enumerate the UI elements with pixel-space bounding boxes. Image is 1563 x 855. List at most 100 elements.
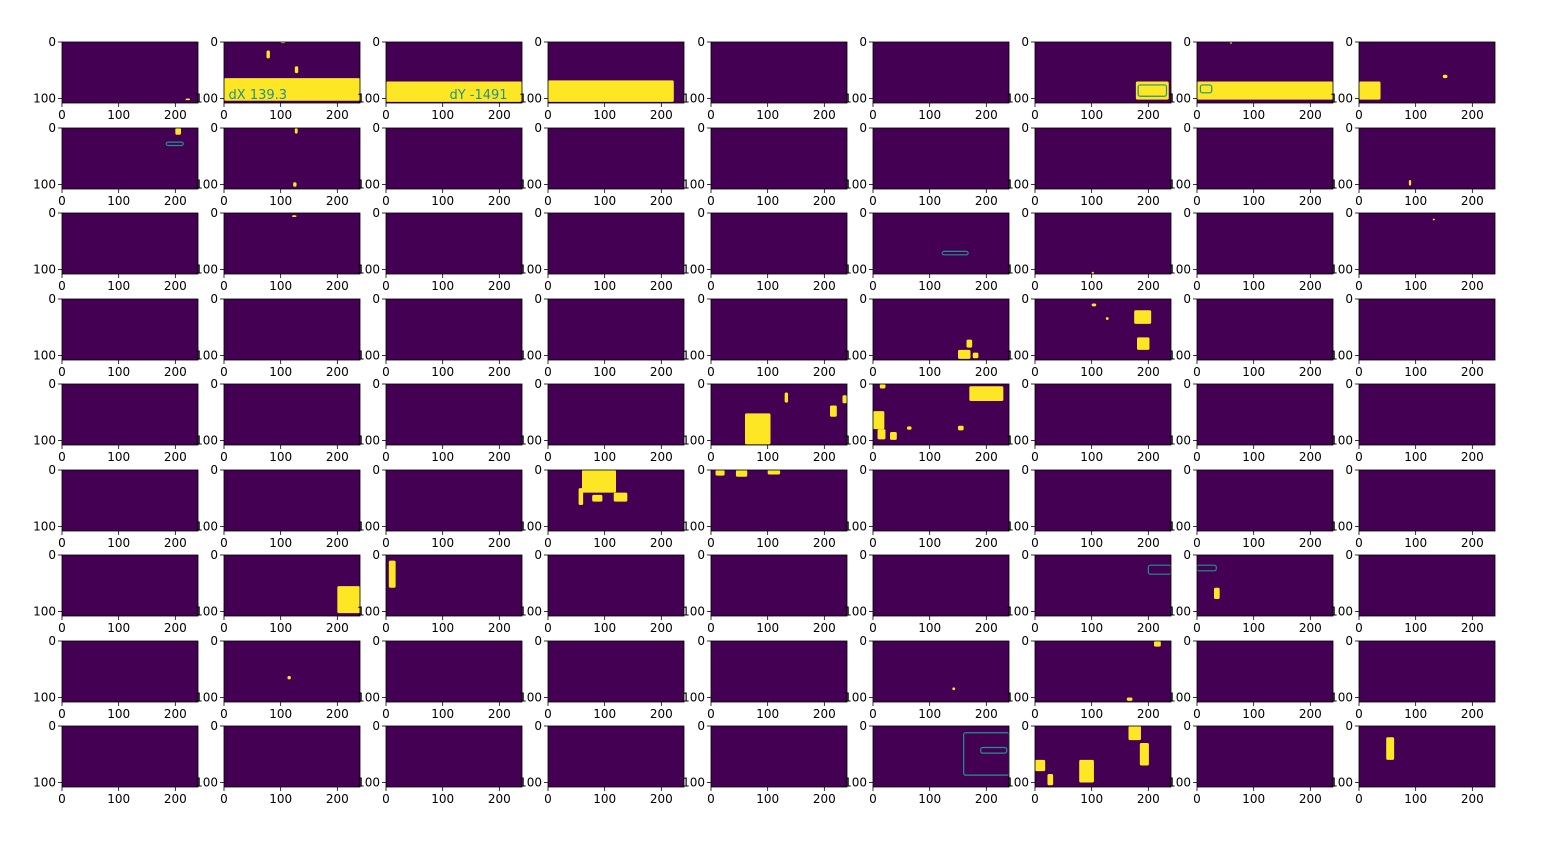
panel-image-background [62,641,198,702]
x-tick-label: 0 [707,194,715,208]
x-tick-label: 0 [544,108,552,122]
x-tick-label: 100 [269,365,292,379]
panel-edge-blob [1197,564,1217,572]
y-tick-label: 100 [1006,433,1029,447]
panel-frame [547,554,685,617]
panel-frame [547,127,685,190]
panel-image-background [711,128,847,189]
x-tick-label: 200 [1461,108,1484,122]
y-tick-label: 100 [682,433,705,447]
x-tick-label: 200 [1461,707,1484,721]
x-tick-label: 0 [382,450,390,464]
panel-image-background [711,213,847,274]
panel-image-background [386,213,522,274]
y-tick-label: 100 [1330,262,1353,276]
y-tick-label: 0 [534,463,542,477]
panel-frame [547,212,685,275]
y-tick-label: 100 [1168,91,1191,105]
panel-blob [613,492,628,502]
x-tick-label: 0 [1193,450,1201,464]
x-tick-label: 100 [1242,536,1265,550]
y-tick-label: 100 [519,604,542,618]
y-tick-label: 100 [357,433,380,447]
y-tick-label: 100 [1168,775,1191,789]
x-tick-label: 100 [107,792,130,806]
x-tick-label: 0 [707,450,715,464]
x-tick-label: 100 [1242,279,1265,293]
y-tick-label: 0 [697,206,705,220]
x-tick-label: 0 [1193,365,1201,379]
y-tick-label: 0 [48,206,56,220]
panel-frame [1034,640,1172,703]
panel-frame [385,212,523,275]
panel-blob [1091,303,1097,307]
x-tick-label: 200 [813,279,836,293]
x-tick-label: 100 [1080,450,1103,464]
x-tick-label: 200 [1137,536,1160,550]
y-tick-label: 0 [1183,377,1191,391]
x-tick-label: 100 [918,536,941,550]
panel-blob [969,386,1004,401]
y-tick-label: 0 [1183,121,1191,135]
y-tick-label: 100 [357,775,380,789]
y-tick-label: 0 [859,377,867,391]
panel-frame [1034,41,1172,104]
x-tick-label: 100 [593,108,616,122]
y-tick-label: 100 [1006,177,1029,191]
y-tick-label: 100 [1006,775,1029,789]
panel-image-background [1197,213,1333,274]
x-tick-label: 200 [1299,108,1322,122]
panel-frame [1196,640,1334,703]
y-tick-label: 100 [357,177,380,191]
panel-blob [767,470,781,475]
x-tick-label: 100 [431,194,454,208]
x-tick-label: 200 [326,707,349,721]
x-tick-label: 0 [869,707,877,721]
x-tick-label: 0 [382,365,390,379]
panel-blob [578,488,584,506]
panel-image-background [62,42,198,103]
y-tick-label: 100 [844,604,867,618]
panel-frame [385,725,523,788]
panel-frame [710,383,848,446]
x-tick-label: 200 [1137,194,1160,208]
y-tick-label: 0 [1183,292,1191,306]
y-tick-label: 100 [195,91,218,105]
panel-blob [907,426,912,430]
y-tick-label: 0 [1021,463,1029,477]
x-tick-label: 0 [869,450,877,464]
y-tick-label: 0 [1345,634,1353,648]
y-tick-label: 0 [372,719,380,733]
x-tick-label: 100 [756,450,779,464]
x-tick-label: 100 [918,792,941,806]
panel-blob [582,470,616,493]
y-tick-label: 0 [1021,121,1029,135]
x-tick-label: 100 [593,792,616,806]
x-tick-label: 100 [269,450,292,464]
panel-image-background [62,555,198,616]
panel-image-background [224,470,360,531]
panel-frame [1358,212,1496,275]
y-tick-label: 0 [859,634,867,648]
x-tick-label: 0 [869,792,877,806]
x-tick-label: 200 [650,365,673,379]
x-tick-label: 200 [975,279,998,293]
x-tick-label: 100 [431,621,454,635]
x-tick-label: 0 [220,707,228,721]
x-tick-label: 100 [1242,707,1265,721]
x-tick-label: 0 [1355,365,1363,379]
panel-blob [1432,218,1435,221]
y-tick-label: 0 [859,121,867,135]
x-tick-label: 0 [1031,450,1039,464]
panel-blob [1386,737,1395,760]
x-tick-label: 100 [107,279,130,293]
y-tick-label: 100 [33,604,56,618]
